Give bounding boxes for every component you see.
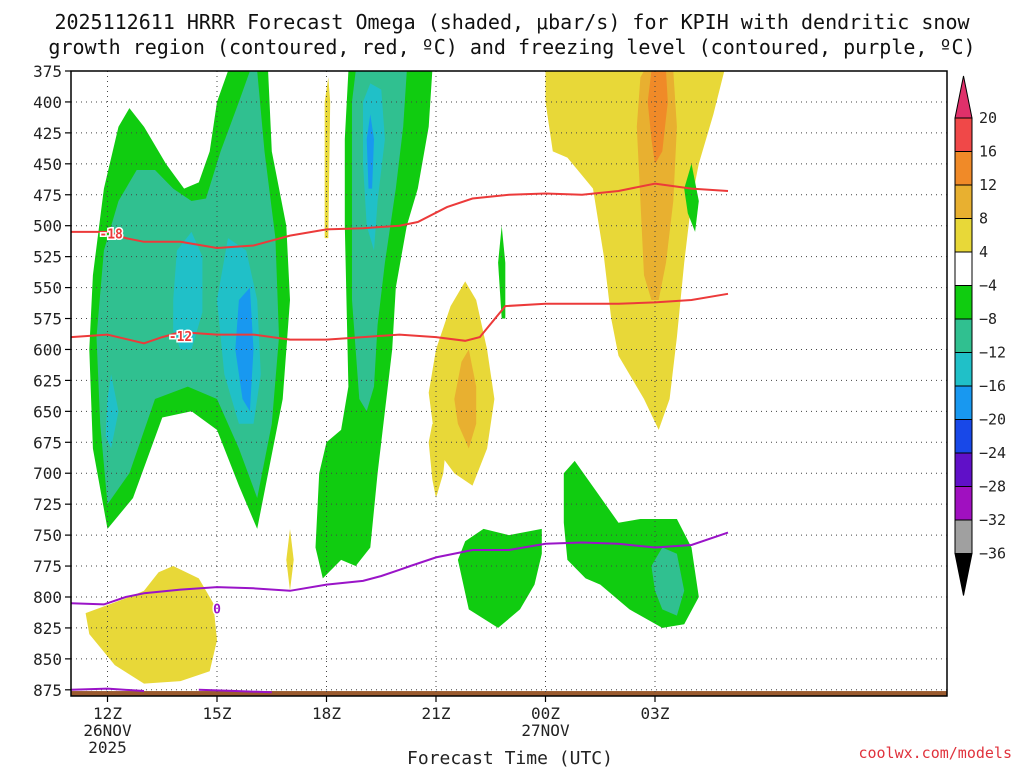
omega-region-4 bbox=[235, 287, 254, 412]
freezing-contour-line-0 bbox=[71, 531, 729, 606]
colorbar-label-1: 16 bbox=[979, 143, 997, 161]
colorbar-swatch-14 bbox=[954, 553, 973, 596]
colorbar-swatch-11 bbox=[954, 452, 973, 487]
colorbar-label-7: −12 bbox=[979, 344, 1006, 362]
colorbar: 20 16 12 8 4 −4 −8 −12 −16 −20 −24 −28 −32 −36 bbox=[954, 75, 1006, 596]
y-tick-label-19: 850 bbox=[33, 650, 62, 669]
y-tick-label-9: 600 bbox=[33, 340, 62, 359]
x-tick-label-5: 03Z bbox=[641, 704, 670, 723]
omega-region-16 bbox=[498, 225, 506, 319]
colorbar-swatch-4 bbox=[954, 218, 973, 253]
omega-region-18 bbox=[545, 71, 725, 430]
omega-region-12 bbox=[85, 566, 217, 684]
freezing-level-contours: 0 bbox=[71, 531, 729, 694]
colorbar-label-9: −20 bbox=[979, 411, 1006, 429]
dgz-contour-label-0: -18 bbox=[99, 227, 123, 242]
omega-region-19 bbox=[636, 71, 677, 300]
colorbar-swatch-8 bbox=[954, 352, 973, 387]
colorbar-swatch-6 bbox=[954, 285, 973, 320]
y-tick-label-7: 550 bbox=[33, 279, 62, 298]
plot-frame bbox=[70, 70, 948, 697]
colorbar-swatch-9 bbox=[954, 385, 973, 420]
x-axis-label: Forecast Time (UTC) bbox=[407, 748, 613, 768]
y-tick-label-14: 725 bbox=[33, 495, 62, 514]
y-tick-label-15: 750 bbox=[33, 526, 62, 545]
colorbar-label-4: 4 bbox=[979, 243, 988, 261]
colorbar-swatch-1 bbox=[954, 117, 973, 152]
plot-area: -18 -12 0 bbox=[71, 71, 947, 696]
omega-region-9 bbox=[366, 114, 374, 189]
colorbar-swatch-0 bbox=[954, 75, 973, 119]
y-axis: 375 400 425 450 475 500 525 550 575 600 625 650 675 7… bbox=[33, 62, 71, 700]
x-tick-label-2: 18Z bbox=[312, 704, 341, 723]
y-tick-label-4: 475 bbox=[33, 186, 62, 205]
colorbar-label-8: −16 bbox=[979, 377, 1006, 395]
dgz-contour-line-0 bbox=[71, 182, 729, 250]
y-tick-label-18: 825 bbox=[33, 619, 62, 638]
colorbar-label-13: −36 bbox=[979, 545, 1006, 563]
omega-region-11 bbox=[286, 528, 294, 591]
omega-region-5 bbox=[105, 374, 119, 449]
credit-text: coolwx.com/models bbox=[858, 744, 1012, 762]
x-tick-label-0: 12Z bbox=[93, 704, 122, 723]
freezing-contour-label-0: 0 bbox=[213, 602, 221, 617]
omega-region-23 bbox=[651, 547, 685, 616]
y-tick-label-6: 525 bbox=[33, 248, 62, 267]
y-tick-label-10: 625 bbox=[33, 371, 62, 390]
colorbar-label-2: 12 bbox=[979, 176, 997, 194]
x-tick-date-4: 27NOV bbox=[521, 721, 570, 740]
x-tick-year-0: 2025 bbox=[88, 738, 127, 757]
x-tick-label-3: 21Z bbox=[422, 704, 451, 723]
omega-shading bbox=[85, 71, 725, 684]
colorbar-swatch-10 bbox=[954, 419, 973, 454]
ground-layer bbox=[71, 691, 947, 696]
omega-region-10 bbox=[324, 77, 331, 239]
freezing-contour-line-2 bbox=[198, 688, 272, 694]
colorbar-label-0: 20 bbox=[979, 109, 997, 127]
y-tick-label-1: 400 bbox=[33, 93, 62, 112]
omega-region-2 bbox=[173, 231, 203, 350]
omega-region-15 bbox=[454, 349, 477, 449]
omega-region-8 bbox=[363, 83, 385, 251]
colorbar-swatch-3 bbox=[954, 184, 973, 219]
y-tick-label-20: 875 bbox=[33, 681, 62, 700]
y-tick-label-8: 575 bbox=[33, 310, 62, 329]
y-tick-label-5: 500 bbox=[33, 217, 62, 236]
y-tick-label-11: 650 bbox=[33, 402, 62, 421]
dgz-contour-label-1: -12 bbox=[169, 330, 192, 345]
y-tick-label-16: 775 bbox=[33, 557, 62, 576]
y-tick-label-17: 800 bbox=[33, 588, 62, 607]
colorbar-swatch-7 bbox=[954, 318, 973, 353]
omega-region-17 bbox=[457, 528, 542, 628]
colorbar-swatch-12 bbox=[954, 486, 973, 521]
y-tick-label-2: 425 bbox=[33, 124, 62, 143]
omega-region-20 bbox=[647, 71, 668, 164]
freezing-contour-line-1 bbox=[71, 687, 145, 692]
y-tick-label-3: 450 bbox=[33, 155, 62, 174]
dendritic-growth-contours: -18 -12 bbox=[71, 182, 729, 347]
colorbar-label-5: −4 bbox=[979, 277, 997, 295]
x-tick-label-4: 00Z bbox=[531, 704, 560, 723]
colorbar-swatch-2 bbox=[954, 151, 973, 186]
y-tick-label-12: 675 bbox=[33, 433, 62, 452]
omega-region-21 bbox=[684, 163, 699, 232]
chart-subtitle: growth region (contoured, red, ºC) and f… bbox=[48, 35, 975, 59]
colorbar-label-6: −8 bbox=[979, 310, 997, 328]
y-tick-label-0: 375 bbox=[33, 62, 62, 81]
chart-title: 2025112611 HRRR Forecast Omega (shaded, … bbox=[54, 10, 970, 34]
colorbar-label-3: 8 bbox=[979, 210, 988, 228]
dgz-contour-line-1 bbox=[71, 292, 729, 345]
colorbar-label-10: −24 bbox=[979, 444, 1006, 462]
colorbar-label-11: −28 bbox=[979, 478, 1006, 496]
y-tick-label-13: 700 bbox=[33, 464, 62, 483]
x-tick-date-0: 26NOV bbox=[83, 721, 132, 740]
colorbar-label-12: −32 bbox=[979, 511, 1006, 529]
ground-strip bbox=[71, 691, 947, 696]
colorbar-swatch-5 bbox=[954, 251, 973, 286]
colorbar-swatch-13 bbox=[954, 519, 973, 554]
x-tick-label-1: 15Z bbox=[203, 704, 232, 723]
gridlines bbox=[71, 71, 947, 696]
